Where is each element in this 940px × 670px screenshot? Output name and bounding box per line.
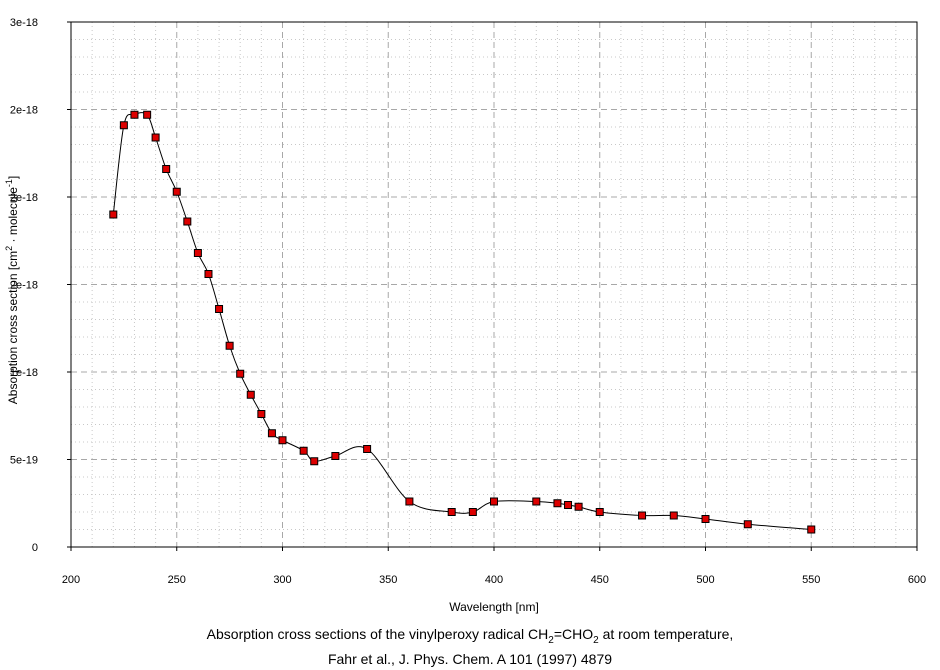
caption-text-a: Absorption cross sections of the vinylpe…	[206, 626, 549, 642]
data-point	[278, 436, 287, 445]
data-point	[743, 520, 752, 529]
y-axis-title-sup1: 2	[4, 246, 14, 251]
data-point	[246, 390, 255, 399]
data-point	[183, 217, 192, 226]
y-tick-label: 2e-18	[10, 105, 38, 117]
data-point	[215, 305, 224, 313]
data-point	[172, 187, 181, 196]
caption-text-b: =CHO	[553, 626, 594, 642]
y-axis-title-sup2: -1	[4, 179, 14, 187]
x-tick-label: 600	[908, 574, 926, 586]
data-point	[193, 249, 202, 257]
data-point	[299, 446, 308, 455]
data-point	[331, 452, 340, 460]
y-tick-label: 0	[32, 542, 38, 554]
x-tick-label: 250	[168, 574, 186, 586]
x-tick-label: 550	[802, 574, 820, 586]
x-axis: 200 250 300 350 400 450 500 550 600	[62, 547, 926, 586]
data-point	[363, 445, 372, 453]
y-axis-title-main: Absorption cross section [cm	[6, 251, 20, 404]
data-point	[807, 525, 816, 534]
data-point	[701, 515, 710, 523]
data-point	[595, 508, 604, 516]
data-point	[553, 499, 562, 508]
y-tick-label: 5e-19	[10, 455, 38, 467]
data-point	[151, 133, 160, 142]
x-tick-label: 200	[62, 574, 80, 586]
y-axis-title-middle: · molecule	[6, 187, 20, 246]
data-point	[257, 410, 266, 418]
caption-text-c: at room temperature,	[598, 626, 734, 642]
grid-minor	[71, 22, 917, 547]
y-axis-title-end: ]	[6, 176, 20, 179]
y-tick-label: 3e-18	[10, 17, 38, 29]
caption-sub-1: 2	[548, 634, 554, 646]
data-point	[204, 270, 213, 278]
x-tick-label: 350	[379, 574, 397, 586]
y-tick-label: 1e-18	[10, 367, 38, 379]
caption-line-2: Fahr et al., J. Phys. Chem. A 101 (1997)…	[327, 651, 613, 667]
data-point	[564, 501, 573, 509]
data-point	[162, 165, 171, 173]
x-tick-label: 500	[696, 574, 714, 586]
data-point	[109, 210, 118, 219]
data-point	[468, 508, 477, 516]
data-point	[638, 511, 647, 520]
y-tick-label: 2e-18	[10, 192, 38, 204]
data-point	[405, 497, 414, 506]
grid-major	[71, 22, 917, 547]
data-point	[574, 502, 583, 511]
caption-sub-2: 2	[593, 634, 599, 646]
data-point	[532, 497, 541, 506]
data-point	[130, 110, 139, 119]
data-point	[267, 429, 276, 438]
data-point	[143, 110, 152, 119]
caption-line-1: Absorption cross sections of the vinylpe…	[0, 626, 940, 646]
y-axis: 0 5e-19 1e-18 2e-18 2e-18 2e-18 3e-18	[10, 17, 71, 554]
x-tick-label: 450	[591, 574, 609, 586]
data-point	[310, 457, 319, 466]
chart: 200 250 300 350 400 450 500 550 600 0 5e-19 1e-18 2…	[4, 17, 926, 614]
x-tick-label: 400	[485, 574, 503, 586]
x-axis-title: Wavelength [nm]	[449, 600, 539, 614]
data-point	[490, 497, 498, 506]
x-tick-label: 300	[273, 574, 291, 586]
data-point	[119, 121, 128, 130]
data-point	[447, 508, 456, 516]
data-point	[225, 341, 234, 350]
y-tick-label: 2e-18	[10, 280, 38, 292]
data-point	[236, 369, 245, 378]
data-point	[669, 511, 678, 520]
data-markers	[109, 110, 816, 534]
y-axis-title: Absorption cross section [cm2 · molecule…	[4, 176, 20, 404]
